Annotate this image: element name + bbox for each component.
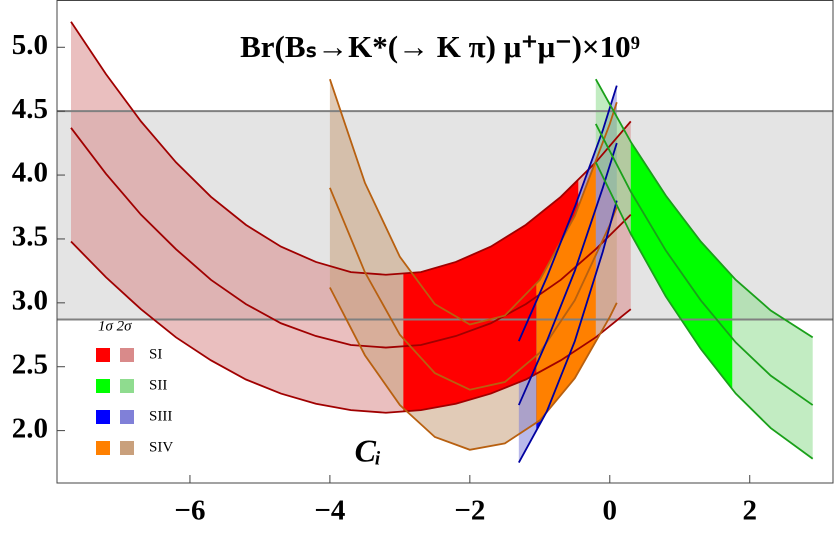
curve — [329, 78, 618, 326]
plot-area — [57, 21, 833, 463]
legend-label: SII — [149, 377, 167, 393]
legend-swatch — [120, 410, 134, 424]
band-1sigma — [403, 179, 579, 412]
annotation: Cᵢ — [355, 432, 382, 468]
curve — [517, 85, 618, 342]
curve — [594, 123, 814, 406]
x-tick-label: −4 — [314, 495, 345, 527]
legend-swatch — [120, 379, 134, 393]
curve — [518, 200, 618, 463]
y-tick-label: 2.5 — [12, 348, 48, 380]
curve — [70, 21, 632, 276]
legend-swatch — [96, 410, 110, 424]
y-tick-label: 3.5 — [12, 221, 48, 253]
y-tick-label: 5.0 — [12, 29, 48, 61]
frame — [56, 0, 834, 484]
legend-label: SIV — [149, 439, 173, 455]
chart-title: Br(Bₛ→K*(→ K π) μ⁺μ⁻)×10⁹ — [240, 29, 640, 64]
legend-label: SI — [149, 346, 162, 362]
curve — [329, 187, 618, 391]
y-tick-label: 2.0 — [12, 412, 48, 444]
legend-header: 1σ 2σ — [98, 318, 132, 334]
legend-label: SIII — [149, 408, 172, 424]
curve — [594, 161, 814, 460]
curve — [70, 127, 632, 349]
curve — [595, 78, 814, 339]
x-tick-label: 2 — [742, 495, 757, 527]
legend-swatch — [96, 348, 110, 362]
curve — [70, 240, 632, 414]
y-tick-label: 4.5 — [12, 93, 48, 125]
x-tick-label: −6 — [174, 495, 205, 527]
legend-swatch — [96, 379, 110, 393]
band-1sigma — [630, 141, 733, 390]
y-tick-label: 4.0 — [12, 157, 48, 189]
legend-swatch — [96, 441, 110, 455]
legend-swatch — [120, 348, 134, 362]
curve — [329, 287, 618, 451]
y-tick-label: 3.0 — [12, 284, 48, 316]
curve — [517, 142, 618, 406]
legend-swatch — [120, 441, 134, 455]
x-tick-label: 0 — [603, 495, 618, 527]
x-tick-label: −2 — [454, 495, 485, 527]
